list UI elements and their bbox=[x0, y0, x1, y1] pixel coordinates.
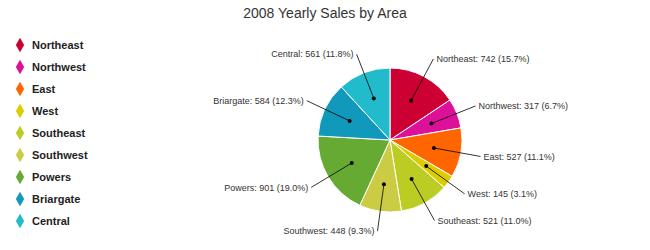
leader-line bbox=[307, 101, 350, 121]
legend-label: Northeast bbox=[32, 39, 84, 51]
leader-line bbox=[311, 163, 352, 187]
data-label: Powers: 901 (19.0%) bbox=[224, 183, 308, 193]
legend-item: Briargate bbox=[16, 192, 80, 206]
leader-line bbox=[426, 166, 464, 194]
legend-swatch bbox=[16, 170, 24, 184]
legend-label: Central bbox=[32, 215, 70, 227]
legend-swatch bbox=[16, 126, 24, 140]
data-label: Northeast: 742 (15.7%) bbox=[436, 54, 529, 64]
legend-item: Central bbox=[16, 214, 70, 228]
legend-label: East bbox=[32, 83, 56, 95]
legend-label: Powers bbox=[32, 171, 71, 183]
legend-item: East bbox=[16, 82, 56, 96]
label-dot bbox=[350, 161, 354, 165]
label-dot bbox=[429, 121, 433, 125]
legend-label: Briargate bbox=[32, 193, 80, 205]
legend-item: Powers bbox=[16, 170, 71, 184]
leader-line bbox=[411, 59, 433, 101]
pie-group bbox=[318, 68, 462, 212]
legend-swatch bbox=[16, 148, 24, 162]
legend: Northeast Northwest East West Southeast South… bbox=[16, 38, 88, 228]
legend-swatch bbox=[16, 38, 24, 52]
label-dot bbox=[432, 146, 436, 150]
legend-swatch bbox=[16, 60, 24, 74]
legend-item: Northeast bbox=[16, 38, 84, 52]
data-label: Briargate: 584 (12.3%) bbox=[213, 96, 304, 106]
legend-label: Northwest bbox=[32, 61, 86, 73]
legend-label: Southeast bbox=[32, 127, 86, 139]
data-label: Southwest: 448 (9.3%) bbox=[283, 226, 374, 236]
legend-label: West bbox=[32, 105, 58, 117]
legend-item: Northwest bbox=[16, 60, 86, 74]
data-label: West: 145 (3.1%) bbox=[468, 189, 537, 199]
data-labels: Northeast: 742 (15.7%) Northwest: 317 (6.… bbox=[213, 49, 568, 236]
chart-title: 2008 Yearly Sales by Area bbox=[243, 5, 407, 21]
data-label: Southeast: 521 (11.0%) bbox=[438, 216, 532, 226]
leader-line bbox=[377, 184, 383, 231]
chart-container: 2008 Yearly Sales by Area Northeast: 742 … bbox=[0, 0, 650, 250]
label-dot bbox=[348, 119, 352, 123]
legend-item: West bbox=[16, 104, 59, 118]
legend-item: Southeast bbox=[16, 126, 86, 140]
data-label: Central: 561 (11.8%) bbox=[271, 49, 353, 59]
leader-line bbox=[434, 148, 481, 156]
label-dot bbox=[382, 182, 386, 186]
data-label: Northwest: 317 (6.7%) bbox=[478, 101, 568, 111]
pie-slice bbox=[318, 136, 390, 205]
label-dot bbox=[424, 164, 428, 168]
label-dot bbox=[410, 177, 414, 181]
pie-slice bbox=[341, 68, 390, 140]
legend-swatch bbox=[16, 82, 24, 96]
chart-svg: 2008 Yearly Sales by Area Northeast: 742 … bbox=[0, 0, 650, 250]
legend-item: Southwest bbox=[16, 148, 88, 162]
legend-swatch bbox=[16, 192, 24, 206]
label-dot bbox=[372, 96, 376, 100]
data-label: East: 527 (11.1%) bbox=[484, 152, 555, 162]
leader-line bbox=[357, 54, 374, 98]
legend-swatch bbox=[16, 214, 24, 228]
leader-line bbox=[431, 106, 475, 124]
legend-swatch bbox=[16, 104, 24, 118]
label-dot bbox=[409, 99, 413, 103]
legend-label: Southwest bbox=[32, 149, 88, 161]
leader-line bbox=[412, 179, 435, 220]
